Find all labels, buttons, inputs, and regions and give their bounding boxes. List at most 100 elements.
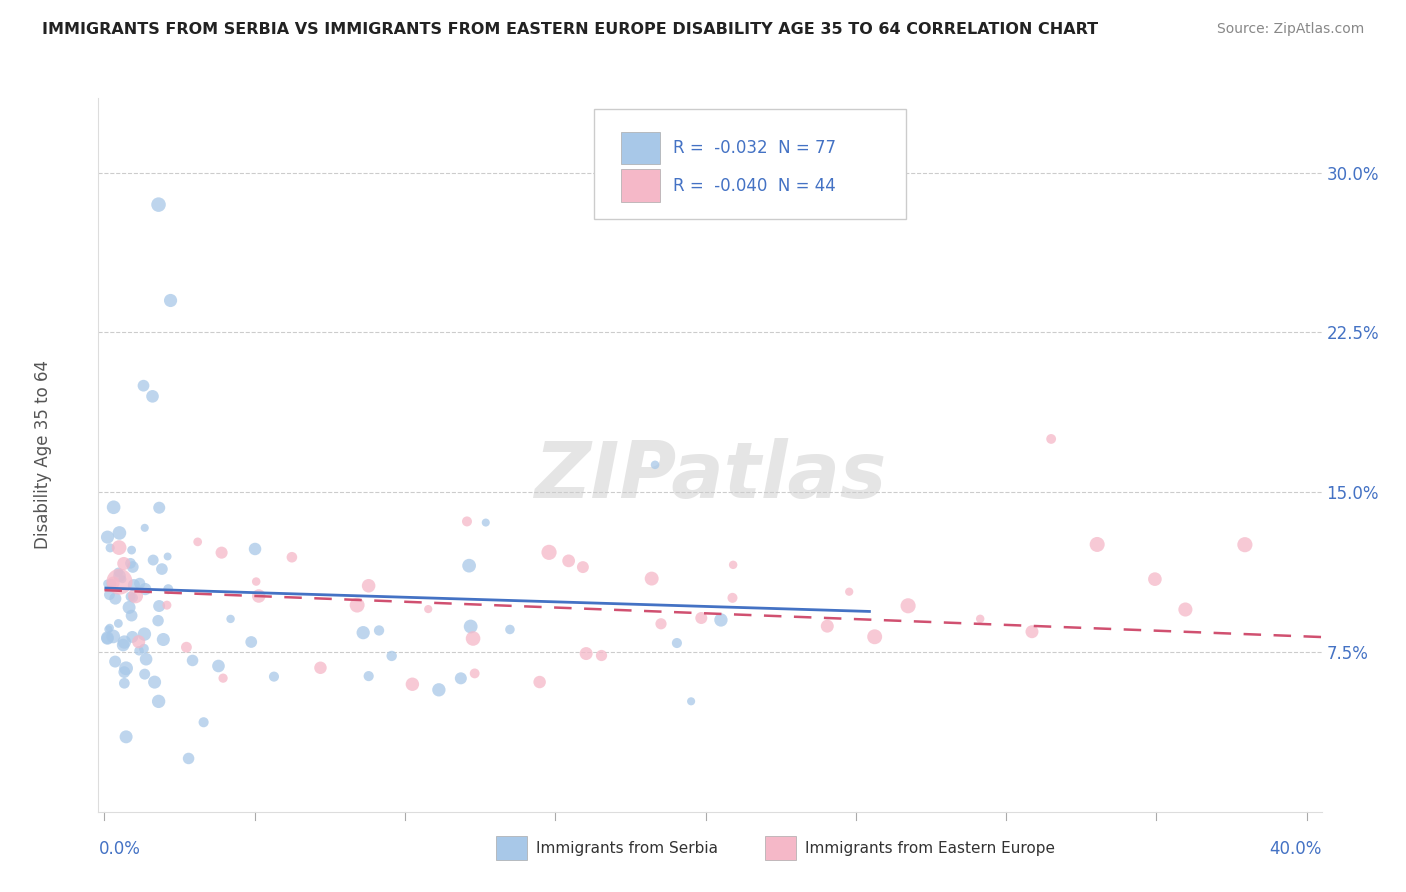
Point	[357, 579, 380, 593]
Point	[132, 641, 155, 656]
Point	[148, 500, 170, 515]
Point	[104, 655, 127, 669]
Point	[157, 582, 180, 597]
Point	[148, 694, 170, 708]
Text: Immigrants from Eastern Europe: Immigrants from Eastern Europe	[806, 840, 1056, 855]
Text: Source: ZipAtlas.com: Source: ZipAtlas.com	[1216, 22, 1364, 37]
Point	[122, 578, 145, 592]
Point	[132, 378, 155, 392]
Point	[368, 624, 391, 638]
Point	[121, 630, 143, 644]
Point	[357, 669, 380, 683]
Point	[107, 566, 129, 580]
Text: 40.0%: 40.0%	[1270, 840, 1322, 858]
Point	[152, 632, 174, 647]
Point	[456, 515, 478, 529]
Point	[721, 591, 744, 605]
Point	[103, 500, 125, 515]
Point	[247, 589, 270, 603]
Point	[96, 632, 118, 646]
Point	[103, 575, 125, 590]
Point	[146, 614, 169, 628]
Text: R =  -0.032  N = 77: R = -0.032 N = 77	[673, 139, 837, 157]
FancyBboxPatch shape	[620, 169, 659, 202]
Point	[96, 576, 118, 591]
Point	[461, 632, 484, 646]
Point	[644, 458, 666, 472]
Point	[240, 635, 263, 649]
Point	[969, 612, 991, 626]
Point	[134, 582, 156, 596]
Point	[148, 599, 170, 613]
Point	[464, 666, 486, 681]
Point	[557, 554, 579, 568]
Point	[681, 694, 703, 708]
Point	[121, 543, 143, 558]
Point	[148, 197, 170, 211]
Point	[537, 545, 560, 559]
Point	[591, 648, 613, 663]
Point	[120, 557, 142, 571]
Point	[460, 619, 482, 633]
Point	[418, 602, 440, 616]
Point	[108, 541, 131, 555]
FancyBboxPatch shape	[620, 132, 659, 164]
Point	[897, 599, 920, 613]
Point	[1233, 538, 1256, 552]
Point	[121, 560, 143, 574]
Text: R =  -0.040  N = 44: R = -0.040 N = 44	[673, 177, 837, 194]
Point	[112, 557, 135, 571]
Point	[98, 588, 121, 602]
Point	[721, 558, 744, 572]
Point	[181, 653, 204, 667]
Point	[499, 623, 522, 637]
Point	[263, 670, 285, 684]
Point	[193, 715, 215, 730]
Point	[104, 591, 127, 606]
Point	[101, 629, 124, 643]
Point	[187, 534, 209, 549]
Point	[112, 665, 135, 679]
Point	[245, 574, 267, 589]
Point	[219, 612, 242, 626]
Point	[1040, 432, 1063, 446]
Point	[150, 562, 173, 576]
Point	[128, 576, 150, 591]
Point	[572, 560, 595, 574]
Point	[97, 623, 120, 637]
Point	[128, 644, 150, 658]
Point	[112, 676, 135, 690]
Point	[212, 671, 235, 685]
Point	[650, 616, 672, 631]
Point	[120, 590, 142, 604]
Point	[108, 569, 131, 583]
Point	[211, 546, 233, 560]
Point	[134, 667, 156, 681]
Point	[690, 611, 713, 625]
Point	[863, 630, 886, 644]
Point	[309, 661, 332, 675]
Point	[159, 293, 181, 308]
Point	[710, 613, 733, 627]
Point	[143, 675, 166, 690]
Point	[98, 541, 121, 555]
Point	[281, 550, 304, 565]
Point	[346, 598, 368, 612]
Text: 0.0%: 0.0%	[98, 840, 141, 858]
Point	[108, 525, 131, 540]
Text: IMMIGRANTS FROM SERBIA VS IMMIGRANTS FROM EASTERN EUROPE DISABILITY AGE 35 TO 64: IMMIGRANTS FROM SERBIA VS IMMIGRANTS FRO…	[42, 22, 1098, 37]
Point	[128, 634, 150, 648]
FancyBboxPatch shape	[496, 836, 527, 860]
Point	[427, 682, 450, 697]
FancyBboxPatch shape	[593, 109, 905, 219]
Point	[1085, 537, 1108, 551]
Point	[665, 636, 688, 650]
Point	[156, 549, 179, 564]
Point	[115, 661, 138, 675]
Point	[1021, 624, 1043, 639]
Point	[1143, 572, 1166, 586]
Point	[575, 647, 598, 661]
Point	[1174, 602, 1197, 616]
Point	[381, 648, 404, 663]
Point	[156, 598, 179, 612]
